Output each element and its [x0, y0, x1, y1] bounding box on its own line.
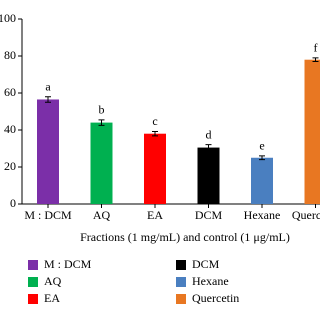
x-tick-label: DCM: [195, 208, 223, 222]
bar: [90, 122, 113, 204]
legend-label: Quercetin: [192, 291, 239, 305]
legend-label: Hexane: [192, 274, 229, 288]
legend-swatch: [28, 294, 38, 304]
legend-swatch: [176, 260, 186, 270]
significance-letter: d: [206, 127, 212, 141]
significance-letter: b: [99, 103, 105, 117]
error-bar: [312, 57, 319, 63]
x-tick-label: Hexane: [244, 208, 281, 222]
x-axis-label: Fractions (1 mg/mL) and control (1 μg/mL…: [80, 230, 290, 244]
significance-letter: f: [314, 41, 318, 55]
legend-label: DCM: [192, 257, 220, 271]
y-tick-label: 80: [4, 48, 16, 62]
error-bar: [205, 144, 212, 152]
x-tick-label: M : DCM: [24, 208, 72, 222]
error-bar: [152, 130, 158, 137]
error-bar: [98, 119, 105, 126]
legend-label: AQ: [44, 274, 62, 288]
bar: [144, 133, 166, 204]
bar: [251, 157, 273, 204]
legend-swatch: [176, 294, 186, 304]
y-tick-label: 60: [4, 85, 16, 99]
x-tick-label: Quercetin: [292, 208, 320, 222]
x-tick-label: EA: [147, 208, 163, 222]
significance-letter: c: [152, 114, 157, 128]
bar: [197, 147, 220, 204]
bar: [304, 59, 320, 205]
legend-swatch: [28, 260, 38, 270]
significance-letter: a: [45, 79, 51, 93]
legend-swatch: [28, 277, 38, 287]
y-tick-label: 40: [4, 122, 16, 136]
legend-label: EA: [44, 291, 60, 305]
legend-label: M : DCM: [44, 257, 92, 271]
y-tick-label: 20: [4, 159, 16, 173]
bar: [37, 99, 59, 204]
y-tick-label: 0: [10, 196, 16, 210]
legend-swatch: [176, 277, 186, 287]
x-tick-label: AQ: [93, 208, 111, 222]
error-bar: [45, 96, 51, 103]
significance-letter: e: [259, 139, 264, 153]
y-tick-label: 100: [0, 11, 16, 25]
error-bar: [259, 155, 265, 161]
